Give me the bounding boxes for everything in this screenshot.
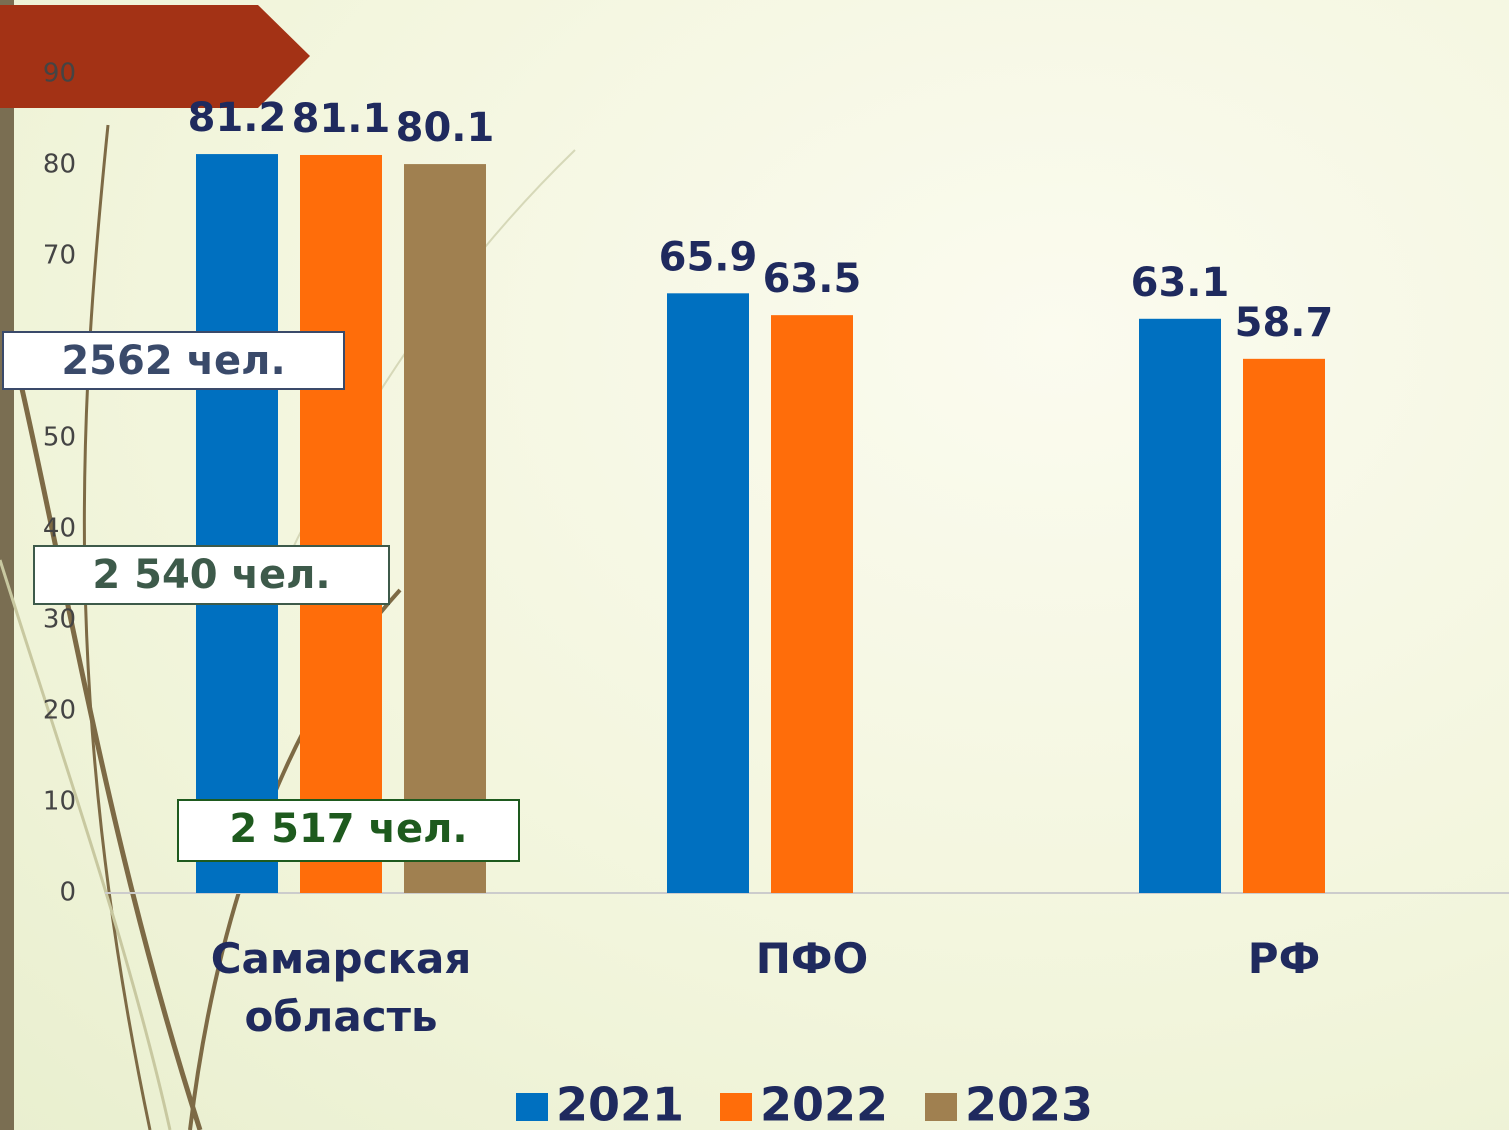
bar <box>196 154 278 893</box>
value-label: 63.5 <box>763 256 862 302</box>
value-label: 80.1 <box>396 105 495 151</box>
bar <box>1139 318 1221 893</box>
annotation-box: 2 540 чел. <box>33 545 390 605</box>
y-tick-label: 40 <box>43 514 76 544</box>
y-tick-label: 30 <box>43 605 76 635</box>
y-tick-label: 10 <box>43 787 76 817</box>
value-label: 63.1 <box>1131 260 1230 306</box>
x-tick-label: Самарская область <box>210 934 472 1041</box>
bar <box>771 315 853 893</box>
annotation-box: 2562 чел. <box>2 331 345 390</box>
value-label: 81.1 <box>292 96 391 142</box>
bar <box>404 164 486 894</box>
legend-swatch <box>720 1093 752 1121</box>
value-label: 58.7 <box>1235 300 1334 346</box>
bar <box>300 154 382 894</box>
annotation-box: 2 517 чел. <box>177 799 520 862</box>
legend-label: 2023 <box>965 1078 1093 1130</box>
x-tick-label: ПФО <box>755 934 869 983</box>
side-bar <box>0 0 14 1130</box>
value-label: 65.9 <box>659 234 758 280</box>
x-tick-label: РФ <box>1247 934 1321 983</box>
y-tick-label: 70 <box>43 241 76 271</box>
legend-swatch <box>925 1093 957 1121</box>
arrow-decoration <box>0 5 310 108</box>
legend-swatch <box>516 1093 548 1121</box>
bar <box>667 293 749 893</box>
bar <box>1243 358 1325 894</box>
value-label: 81.2 <box>188 95 287 141</box>
legend-label: 2022 <box>760 1078 888 1130</box>
y-tick-label: 90 <box>43 59 76 89</box>
y-tick-label: 0 <box>59 878 76 908</box>
y-tick-label: 80 <box>43 150 76 180</box>
y-tick-label: 50 <box>43 423 76 453</box>
y-tick-label: 20 <box>43 696 76 726</box>
legend-label: 2021 <box>556 1078 684 1130</box>
